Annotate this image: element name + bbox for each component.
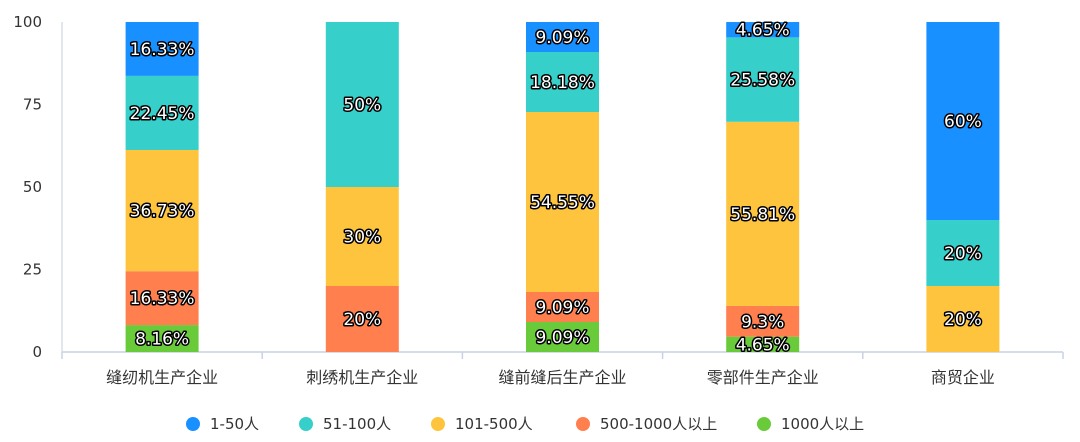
y-tick-label: 75 (23, 96, 42, 114)
legend-marker (299, 417, 313, 431)
bar-segment (726, 37, 800, 122)
legend-item[interactable]: 1-50人 (186, 415, 259, 433)
data-label: 22.45% (130, 104, 195, 124)
bar-segment (125, 149, 199, 272)
bar-segment (125, 271, 199, 326)
data-label: 55.81% (730, 205, 795, 225)
bar-segment (125, 75, 199, 150)
segment-labels: 8.16% 16.33% 36.73% 22.45% 16.33% 20% 30% 50% 9.… (128, 19, 983, 357)
bar-segment (125, 325, 199, 352)
legend-label: 1000人以上 (781, 415, 864, 433)
bar-segment (726, 121, 800, 306)
legend-item[interactable]: 101-500人 (431, 415, 533, 433)
data-label: 20% (944, 310, 982, 330)
bar-segment (526, 322, 599, 352)
legend-marker (186, 417, 200, 431)
bar-segment (726, 336, 800, 352)
legend: 1-50人 51-100人 101-500人 500-1000人以上 1000人以上 (186, 415, 864, 433)
bar-segment (526, 292, 599, 323)
y-tick-label: 100 (13, 13, 42, 31)
data-label: 54.55% (530, 193, 595, 213)
bar-segment (325, 187, 399, 286)
data-label: 20% (944, 244, 982, 264)
data-label: 50% (343, 96, 381, 116)
bar-segment (926, 22, 1000, 220)
data-label: 20% (343, 310, 381, 330)
data-label: 36.73% (130, 202, 195, 222)
legend-label: 101-500人 (455, 415, 533, 433)
data-label: 16.33% (130, 40, 195, 60)
legend-item[interactable]: 1000人以上 (757, 415, 864, 433)
data-label: 4.65% (736, 21, 790, 41)
bar-segment (125, 22, 199, 76)
data-label: 18.18% (530, 73, 595, 93)
y-tick-label: 50 (23, 178, 42, 196)
x-tick-label: 缝前缝后生产企业 (498, 368, 626, 387)
bar-segment (926, 286, 1000, 352)
data-label: 9.3% (741, 312, 784, 332)
bar-segment (526, 51, 599, 112)
bar-segment (526, 111, 599, 293)
legend-item[interactable]: 51-100人 (299, 415, 391, 433)
x-tick-label: 零部件生产企业 (707, 368, 819, 387)
legend-marker (431, 417, 445, 431)
bar-segment (325, 22, 399, 187)
bar-segment (726, 305, 800, 337)
y-tick-label: 25 (23, 261, 42, 279)
legend-label: 1-50人 (210, 415, 259, 433)
data-label: 8.16% (135, 330, 189, 350)
legend-marker (576, 417, 590, 431)
x-tick-label: 商贸企业 (931, 368, 995, 387)
y-tick-label: 0 (32, 343, 42, 361)
bar-segment (526, 22, 599, 52)
bar-segment (926, 220, 1000, 286)
data-label: 9.09% (535, 328, 589, 348)
legend-label: 51-100人 (323, 415, 391, 433)
x-tick-label: 缝纫机生产企业 (106, 368, 218, 387)
bar-segment (325, 286, 399, 352)
bars (125, 22, 1000, 352)
legend-marker (757, 417, 771, 431)
data-label: 30% (343, 228, 381, 248)
data-label: 4.65% (736, 335, 790, 355)
data-label: 9.09% (535, 28, 589, 48)
data-label: 25.58% (730, 71, 795, 91)
data-label: 16.33% (130, 289, 195, 309)
legend-item[interactable]: 500-1000人以上 (576, 415, 717, 433)
x-axis: 缝纫机生产企业 刺绣机生产企业 缝前缝后生产企业 零部件生产企业 商贸企业 (61, 351, 1064, 387)
legend-label: 500-1000人以上 (600, 415, 717, 433)
bar-segment (726, 22, 800, 38)
data-label: 60% (944, 112, 982, 132)
data-label: 9.09% (535, 298, 589, 318)
x-tick-label: 刺绣机生产企业 (306, 368, 418, 387)
y-axis: 0 25 50 75 100 (13, 13, 63, 361)
